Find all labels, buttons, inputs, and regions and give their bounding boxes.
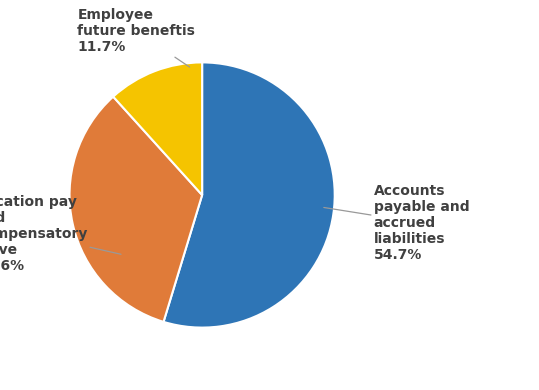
Text: Vacation pay
and
compensatory
leave
33.6%: Vacation pay and compensatory leave 33.6… — [0, 195, 121, 273]
Wedge shape — [70, 97, 202, 322]
Wedge shape — [113, 62, 202, 195]
Wedge shape — [163, 62, 335, 328]
Text: Accounts
payable and
accrued
liabilities
54.7%: Accounts payable and accrued liabilities… — [324, 184, 469, 262]
Text: Employee
future beneftis
11.7%: Employee future beneftis 11.7% — [77, 8, 195, 67]
